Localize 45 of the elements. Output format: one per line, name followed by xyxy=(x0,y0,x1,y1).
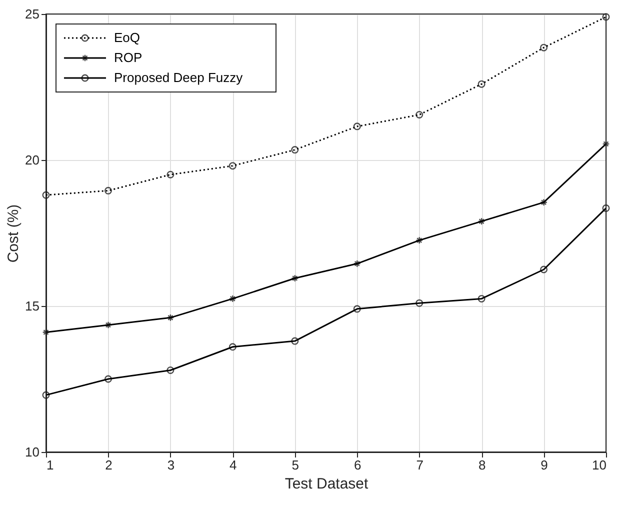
point xyxy=(478,294,486,302)
point xyxy=(291,337,299,345)
x-tick-label: 8 xyxy=(478,458,486,472)
point xyxy=(42,191,50,199)
x-tick-label: 1 xyxy=(46,458,54,472)
x-tick-label: 3 xyxy=(167,458,175,472)
point xyxy=(353,305,361,313)
y-axis-title: Cost (%) xyxy=(5,204,22,263)
y-tick-label: 10 xyxy=(25,444,40,460)
point xyxy=(228,162,236,170)
x-tick-label: 4 xyxy=(230,458,237,472)
point xyxy=(166,170,174,178)
x-tick-label: 2 xyxy=(105,458,112,472)
point xyxy=(166,366,174,374)
point xyxy=(540,44,548,52)
point xyxy=(478,80,486,88)
point xyxy=(353,122,361,130)
point xyxy=(104,375,112,383)
point xyxy=(416,110,424,118)
point xyxy=(228,294,236,302)
point xyxy=(416,236,424,244)
y-tick-label: 20 xyxy=(25,152,40,168)
point xyxy=(416,299,424,307)
x-axis-title: Test Dataset xyxy=(284,476,370,492)
x-tick-label: 9 xyxy=(540,458,548,472)
point xyxy=(291,274,299,282)
legend-label: ROP xyxy=(114,50,142,65)
point xyxy=(540,198,548,206)
point xyxy=(540,266,548,274)
point xyxy=(602,13,610,21)
point xyxy=(228,343,236,351)
point xyxy=(353,260,361,268)
point xyxy=(478,218,486,226)
y-tick-label: 15 xyxy=(25,298,40,314)
x-tick-label: 7 xyxy=(416,458,424,472)
point xyxy=(166,314,174,322)
x-tick-label: 10 xyxy=(592,458,606,472)
x-tick-label: 5 xyxy=(292,458,300,472)
point xyxy=(291,146,299,154)
legend-label: EoQ xyxy=(114,30,140,45)
point xyxy=(104,186,112,194)
y-tick-label: 25 xyxy=(25,6,40,22)
x-tick-label: 6 xyxy=(354,458,362,472)
legend-label: Proposed Deep Fuzzy xyxy=(114,70,244,85)
point xyxy=(104,321,112,329)
